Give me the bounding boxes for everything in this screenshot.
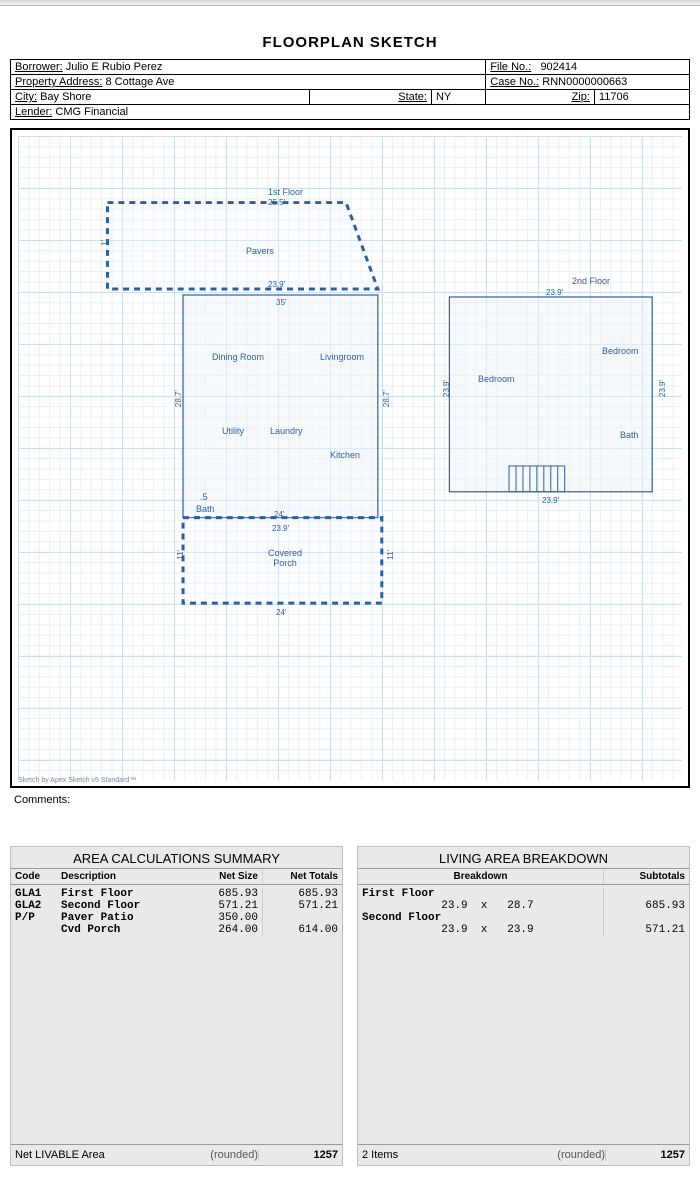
living-foot: 2 Items (rounded) 1257 [358,1144,689,1165]
five-label: .5 [200,492,208,502]
lender-cell: Lender: CMG Financial [11,105,690,120]
zip-label: Zip: [572,91,590,103]
bath1-label: Bath [196,504,215,514]
dim-f2-right: 23.9' [658,380,667,397]
living-head-desc: Breakdown [358,869,603,884]
foot-total: 1257 [258,1149,338,1161]
state-cell: NY [431,90,485,105]
case-no-cell: Case No.: RNN0000000663 [486,75,690,90]
living-row: 23.9 x 28.7685.93 [358,900,689,912]
dim-left-porch: 11' [176,550,185,560]
sketch-frame: 1st Floor 25.5' Pavers 23.9' 35' 1' 28.7… [10,128,690,788]
dim-f2-top: 23.9' [546,288,563,297]
borrower-value: Julio E Rubio Perez [66,61,163,73]
dim-porch-top: 23.9' [272,524,289,533]
living-row: First Floor [358,888,689,900]
zip-value: 11706 [599,91,629,103]
state-label: State: [398,91,427,103]
dim-main-bottom: 24' [274,510,284,519]
head-code: Code [11,869,57,884]
living-row: Second Floor [358,912,689,924]
foot-rounded: (rounded) [180,1149,258,1161]
addr-cell: Property Address: 8 Cottage Ave [11,75,486,90]
page: FLOORPLAN SKETCH Borrower: Julio E Rubio… [0,6,700,1176]
area-calc-box: AREA CALCULATIONS SUMMARY Code Descripti… [10,846,343,1166]
foot-label: Net LIVABLE Area [15,1149,180,1161]
file-no-cell: File No.: 902414 [486,60,690,75]
area-row: Cvd Porch264.00614.00 [11,924,342,936]
case-no-label: Case No.: [490,76,539,88]
comments-label: Comments: [14,794,690,806]
living-foot-rounded: (rounded) [527,1149,605,1161]
borrower-cell: Borrower: Julio E Rubio Perez [11,60,486,75]
borrower-label: Borrower: [15,61,63,73]
dim-right-main: 28.7' [382,390,391,407]
head-tot: Net Totals [262,869,342,884]
state-value: NY [436,91,451,103]
kitchen-label: Kitchen [330,450,360,460]
dim-porch-bottom: 24' [276,608,286,617]
living-body: First Floor 23.9 x 28.7685.93Second Floo… [358,885,689,1144]
case-no-value: RNN0000000663 [542,76,627,88]
header-table: Borrower: Julio E Rubio Perez File No.: … [10,59,690,120]
city-label: City: [15,91,37,103]
area-calc-body: GLA1First Floor685.93685.93GLA2Second Fl… [11,885,342,1144]
bedroom1-label: Bedroom [478,374,515,384]
city-cell: City: Bay Shore [11,90,310,105]
zip-cell: 11706 [594,90,689,105]
lender-label: Lender: [15,106,52,118]
tables-row: AREA CALCULATIONS SUMMARY Code Descripti… [10,846,690,1166]
first-floor-main [183,295,378,518]
area-calc-foot: Net LIVABLE Area (rounded) 1257 [11,1144,342,1165]
living-row: 23.9 x 23.9571.21 [358,924,689,936]
addr-label: Property Address: [15,76,102,88]
living-foot-total: 1257 [605,1149,685,1161]
dining-label: Dining Room [212,352,264,362]
utility-label: Utility [222,426,244,436]
first-floor-title: 1st Floor [268,187,303,197]
lender-value: CMG Financial [55,106,128,118]
zip-label-cell: Zip: [486,90,595,105]
addr-value: 8 Cottage Ave [106,76,175,88]
dim-left-pavers: 1' [100,240,109,246]
living-title: LIVING AREA BREAKDOWN [358,847,689,868]
area-row: GLA1First Floor685.93685.93 [11,888,342,900]
dim-f2-bottom: 23.9' [542,496,559,505]
living-head-sub: Subtotals [603,869,689,884]
area-row: GLA2Second Floor571.21571.21 [11,900,342,912]
pavers-shape [107,203,377,289]
second-floor-title: 2nd Floor [572,276,610,286]
area-calc-head: Code Description Net Size Net Totals [11,868,342,885]
bath2-label: Bath [620,430,639,440]
head-desc: Description [57,869,184,884]
file-no-value: 902414 [540,61,577,73]
dim-f2-left: 23.9' [442,380,451,397]
sketch-watermark: Sketch by Apex Sketch v5 Standard™ [18,777,136,784]
area-calc-title: AREA CALCULATIONS SUMMARY [11,847,342,868]
porch-label: Covered Porch [268,548,302,568]
city-value: Bay Shore [40,91,91,103]
dim-top-title: 25.5' [268,198,285,207]
doc-title: FLOORPLAN SKETCH [10,34,690,51]
file-no-label: File No.: [490,61,531,73]
laundry-label: Laundry [270,426,303,436]
dim-left-main: 28.7' [174,390,183,407]
living-foot-label: 2 Items [362,1149,527,1161]
dim-main-top: 35' [276,298,286,307]
living-breakdown-box: LIVING AREA BREAKDOWN Breakdown Subtotal… [357,846,690,1166]
living-head: Breakdown Subtotals [358,868,689,885]
living-label: Livingroom [320,352,364,362]
pavers-label: Pavers [246,246,274,256]
head-size: Net Size [184,869,262,884]
second-floor-shape [449,297,652,492]
area-row: P/PPaver Patio350.00 [11,912,342,924]
dim-right-porch: 11' [386,550,395,560]
bedroom2-label: Bedroom [602,346,639,356]
state-label-cell: State: [309,90,431,105]
dim-pavers-bottom: 23.9' [268,280,285,289]
